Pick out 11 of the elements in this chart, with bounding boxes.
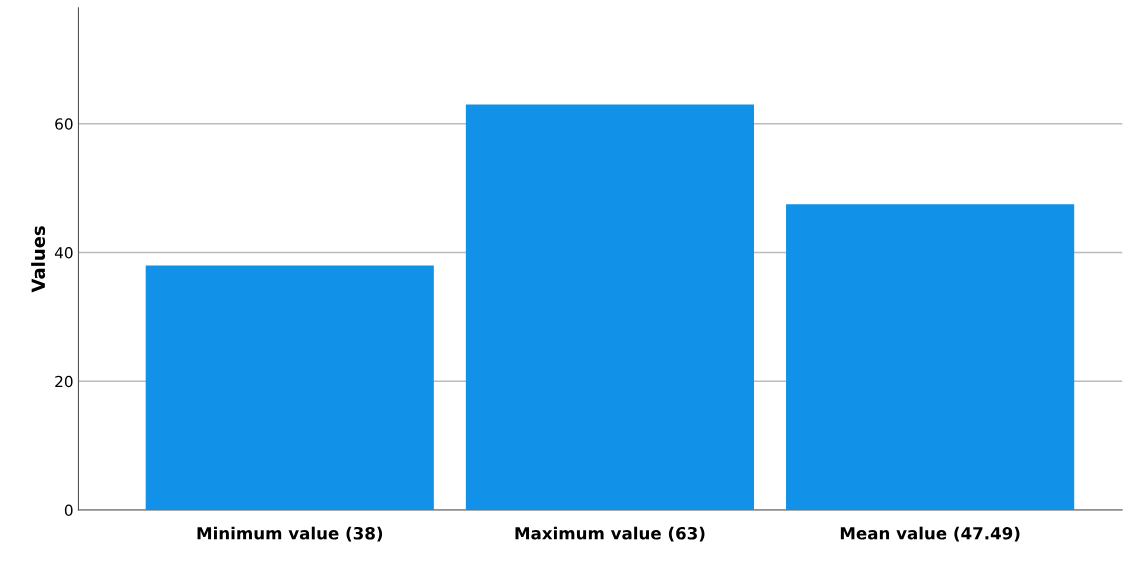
- y-tick-label: 40: [54, 246, 73, 259]
- y-axis-title: Values: [31, 226, 46, 293]
- y-tick-label: 20: [55, 375, 73, 388]
- bar: [465, 104, 755, 511]
- x-tick-label: Minimum value (38): [197, 526, 383, 542]
- bar: [786, 204, 1075, 511]
- x-tick-label: Maximum value (63): [515, 526, 705, 542]
- x-tick-label: Mean value (47.49): [840, 526, 1020, 542]
- bar: [145, 265, 434, 511]
- y-tick-label: 60: [55, 118, 73, 130]
- y-tick-label: 0: [64, 504, 73, 517]
